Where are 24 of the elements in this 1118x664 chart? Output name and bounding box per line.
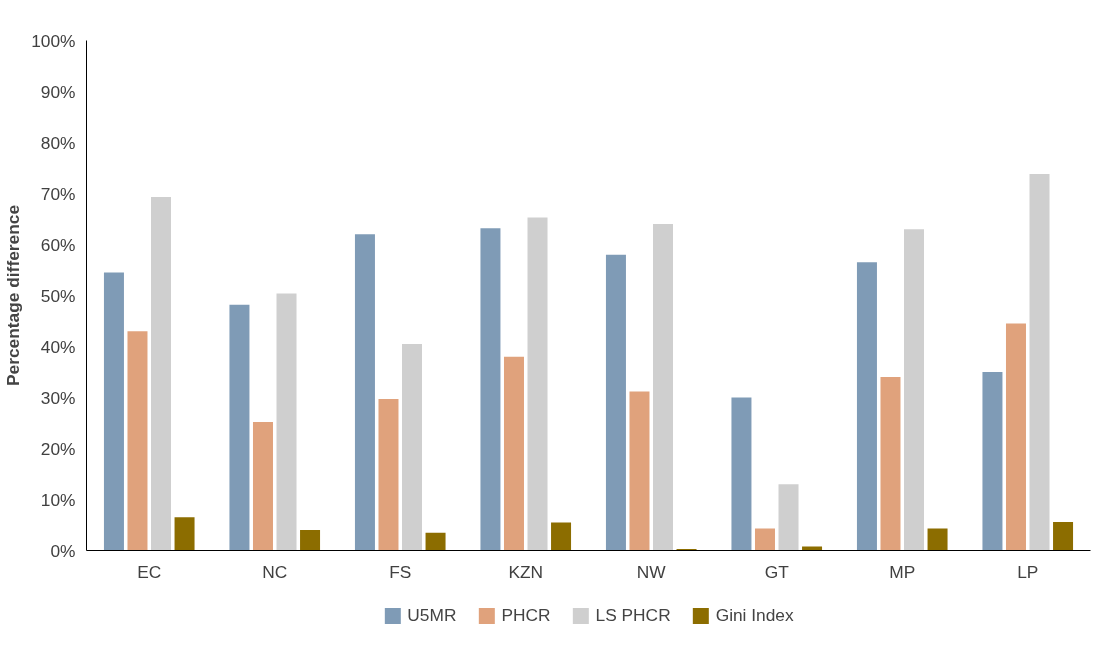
x-tick-label: MP — [889, 561, 916, 582]
legend-label: PHCR — [501, 604, 551, 626]
x-tick-label: KZN — [508, 561, 544, 582]
legend-label: Gini Index — [715, 604, 794, 626]
x-tick-label: LP — [1017, 561, 1039, 582]
y-tick-label: 70% — [40, 183, 76, 204]
y-tick-label: 100% — [31, 30, 76, 51]
y-axis-title: Percentage difference — [3, 204, 24, 387]
legend-label: LS PHCR — [595, 604, 671, 626]
y-tick-label: 0% — [50, 540, 76, 561]
y-tick-label: 60% — [40, 234, 76, 255]
y-tick-label: 30% — [40, 387, 76, 408]
y-tick-label: 50% — [40, 285, 76, 306]
x-tick-label: FS — [389, 561, 412, 582]
x-tick-label: GT — [764, 561, 790, 582]
y-tick-label: 20% — [40, 438, 76, 459]
legend-label: U5MR — [407, 604, 457, 626]
y-tick-label: 90% — [40, 81, 76, 102]
x-tick-label: NW — [636, 561, 667, 582]
y-tick-label: 80% — [40, 132, 76, 153]
x-tick-label: EC — [137, 561, 162, 582]
y-tick-label: 10% — [40, 489, 76, 510]
y-tick-label: 40% — [40, 336, 76, 357]
x-tick-label: NC — [262, 561, 288, 582]
